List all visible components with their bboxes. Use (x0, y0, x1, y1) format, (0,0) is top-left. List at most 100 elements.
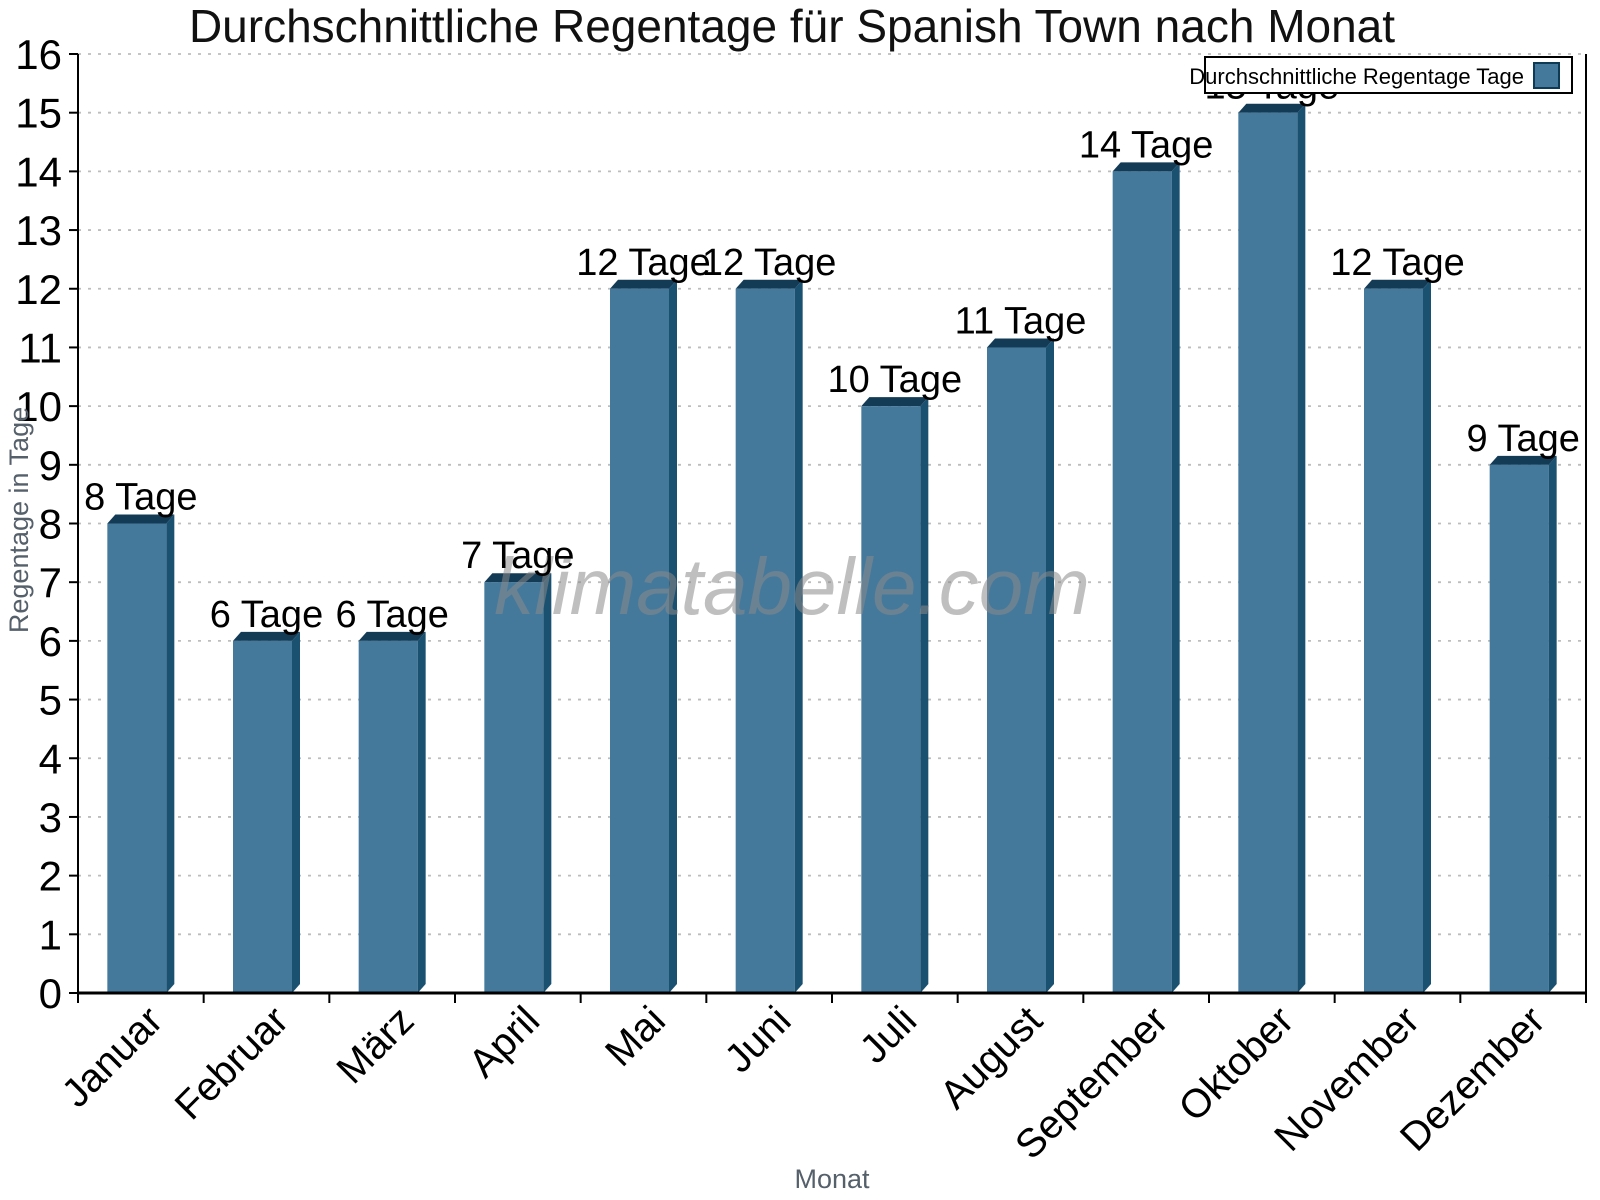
bar-face (484, 582, 544, 993)
bar-value-label: 12 Tage (702, 242, 837, 284)
bar-side (669, 279, 677, 993)
bar-face (987, 347, 1046, 993)
bar-top (107, 514, 175, 524)
bar-side (1423, 279, 1431, 993)
bar-face (735, 288, 795, 993)
bar-side (794, 279, 803, 993)
bar-top (987, 338, 1054, 348)
bar-top (735, 279, 803, 289)
bar-face (1489, 464, 1549, 993)
bar-side (292, 631, 300, 993)
x-tick-label-februar: Februar (167, 998, 297, 1128)
bar-side (1297, 103, 1306, 993)
y-tick-label: 15 (15, 90, 62, 137)
y-axis-title: Regentage in Tage (4, 407, 34, 633)
y-tick-label: 8 (39, 501, 62, 548)
y-tick-label: 13 (15, 207, 62, 254)
bar-value-label: 11 Tage (955, 300, 1087, 342)
x-tick-label-juni: Juni (717, 998, 800, 1081)
bar-value-label: 12 Tage (1330, 242, 1465, 284)
bar-juli (861, 397, 929, 993)
bar-top (1489, 455, 1557, 465)
legend-swatch-icon (1533, 62, 1560, 89)
bar-value-label: 14 Tage (1079, 124, 1214, 166)
bar-face (1112, 171, 1172, 993)
bar-value-label: 8 Tage (84, 477, 197, 519)
y-tick-label: 7 (39, 559, 62, 606)
bar-juni (735, 279, 803, 993)
x-tick-label-april: April (460, 998, 548, 1086)
bar-face (233, 640, 292, 993)
legend-box (1204, 56, 1573, 94)
bar-face (358, 640, 418, 993)
chart-title: Durchschnittliche Regentage für Spanish … (189, 0, 1395, 52)
bar-top (358, 631, 426, 641)
bar-face (107, 523, 167, 993)
bar-oktober (1238, 103, 1306, 993)
bar-märz (358, 631, 426, 993)
bar-value-label: 10 Tage (828, 359, 963, 401)
y-tick-label: 3 (39, 794, 62, 841)
bar-dezember (1489, 455, 1557, 993)
bar-value-label: 6 Tage (210, 594, 323, 636)
y-tick-label: 1 (39, 911, 62, 958)
x-tick-label-oktober: Oktober (1170, 998, 1302, 1130)
x-tick-label-märz: März (329, 998, 423, 1092)
y-tick-label: 2 (39, 853, 62, 900)
bar-november (1364, 279, 1431, 993)
y-tick-label: 0 (39, 970, 62, 1017)
bar-face (861, 406, 921, 993)
bar-face (610, 288, 669, 993)
bar-februar (233, 631, 300, 993)
bar-top (233, 631, 300, 641)
y-tick-label: 16 (15, 31, 62, 78)
gridlines (78, 53, 1586, 936)
bar-top (610, 279, 677, 289)
bar-januar (107, 514, 175, 993)
y-tick-label: 4 (39, 735, 62, 782)
bar-top (1238, 103, 1306, 113)
bar-september (1112, 162, 1180, 993)
bar-side (166, 514, 175, 993)
bar-value-label: 7 Tage (461, 535, 574, 577)
bar-top (484, 573, 552, 583)
bar-side (920, 397, 929, 993)
y-tick-label: 12 (15, 266, 62, 313)
bar-side (1171, 162, 1180, 993)
bar-value-label: 12 Tage (576, 242, 711, 284)
bar-face (1364, 288, 1423, 993)
bar-august (987, 338, 1054, 993)
watermark: klimatabelle.com (494, 542, 1090, 631)
bar-side (1548, 455, 1557, 993)
y-tick-label: 5 (39, 677, 62, 724)
bar-top (1112, 162, 1180, 172)
bar-value-label: 6 Tage (335, 594, 448, 636)
bar-april (484, 573, 552, 993)
x-tick-label-mai: Mai (597, 998, 674, 1075)
bar-side (1046, 338, 1054, 993)
legend: Durchschnittliche Regentage Tage (1189, 56, 1573, 94)
bar-face (1238, 112, 1298, 993)
bar-side (543, 573, 552, 993)
y-tick-label: 11 (18, 324, 62, 371)
y-tick-label: 14 (15, 148, 62, 195)
x-tick-label-juli: Juli (852, 998, 926, 1072)
x-axis-title: Monat (794, 1164, 870, 1194)
x-tick-label-januar: Januar (54, 998, 172, 1116)
y-tick-label: 6 (39, 618, 62, 665)
x-tick-label-august: August (932, 998, 1051, 1117)
bar-mai (610, 279, 677, 993)
bar-top (861, 397, 929, 407)
legend-label: Durchschnittliche Regentage Tage (1189, 64, 1524, 89)
bar-top (1364, 279, 1431, 289)
y-tick-label: 10 (15, 383, 62, 430)
bar-side (417, 631, 426, 993)
bar-value-label: 9 Tage (1466, 418, 1579, 460)
bar-series (107, 103, 1557, 993)
y-tick-label: 9 (39, 442, 62, 489)
